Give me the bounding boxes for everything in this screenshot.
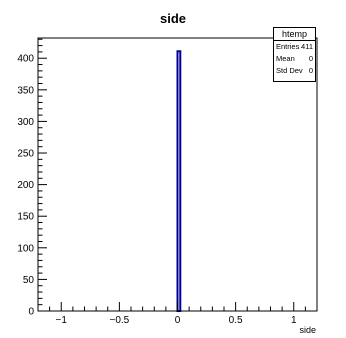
x-axis: −1 −0.5 0 0.5 1	[37, 302, 318, 326]
x-tick-label: −1	[56, 315, 68, 326]
y-axis: 0 50 100 150 200 250 300 350 400	[17, 38, 47, 318]
y-tick-label: 150	[17, 212, 34, 223]
y-tick-label: 100	[17, 243, 34, 254]
stats-row-stddev: Std Dev 0	[274, 65, 315, 77]
stats-value: 411	[301, 42, 313, 51]
histogram-bar	[176, 50, 182, 312]
stats-value: 0	[308, 54, 313, 63]
bars-group	[176, 50, 182, 312]
stats-label: Entries	[276, 42, 300, 51]
stats-label: Std Dev	[276, 66, 303, 75]
y-tick-label: 0	[28, 307, 34, 318]
y-tick-label: 250	[17, 149, 34, 160]
stats-row-entries: Entries 411	[274, 41, 315, 53]
x-tick-label: −0.5	[110, 315, 130, 326]
chart-title: side	[160, 11, 186, 26]
x-tick-label: 0.5	[229, 315, 243, 326]
y-tick-label: 50	[23, 275, 35, 286]
stats-value: 0	[308, 66, 313, 75]
y-tick-label: 350	[17, 85, 34, 96]
stats-title: htemp	[274, 28, 315, 41]
stats-row-mean: Mean 0	[274, 53, 315, 65]
y-tick-label: 200	[17, 180, 34, 191]
y-tick-label: 300	[17, 117, 34, 128]
stats-label: Mean	[276, 54, 295, 63]
x-tick-label: 1	[291, 315, 297, 326]
stats-box: htemp Entries 411 Mean 0 Std Dev 0	[273, 27, 316, 82]
y-tick-label: 400	[17, 54, 34, 65]
x-axis-label: side	[299, 325, 316, 335]
x-tick-label: 0	[175, 315, 181, 326]
